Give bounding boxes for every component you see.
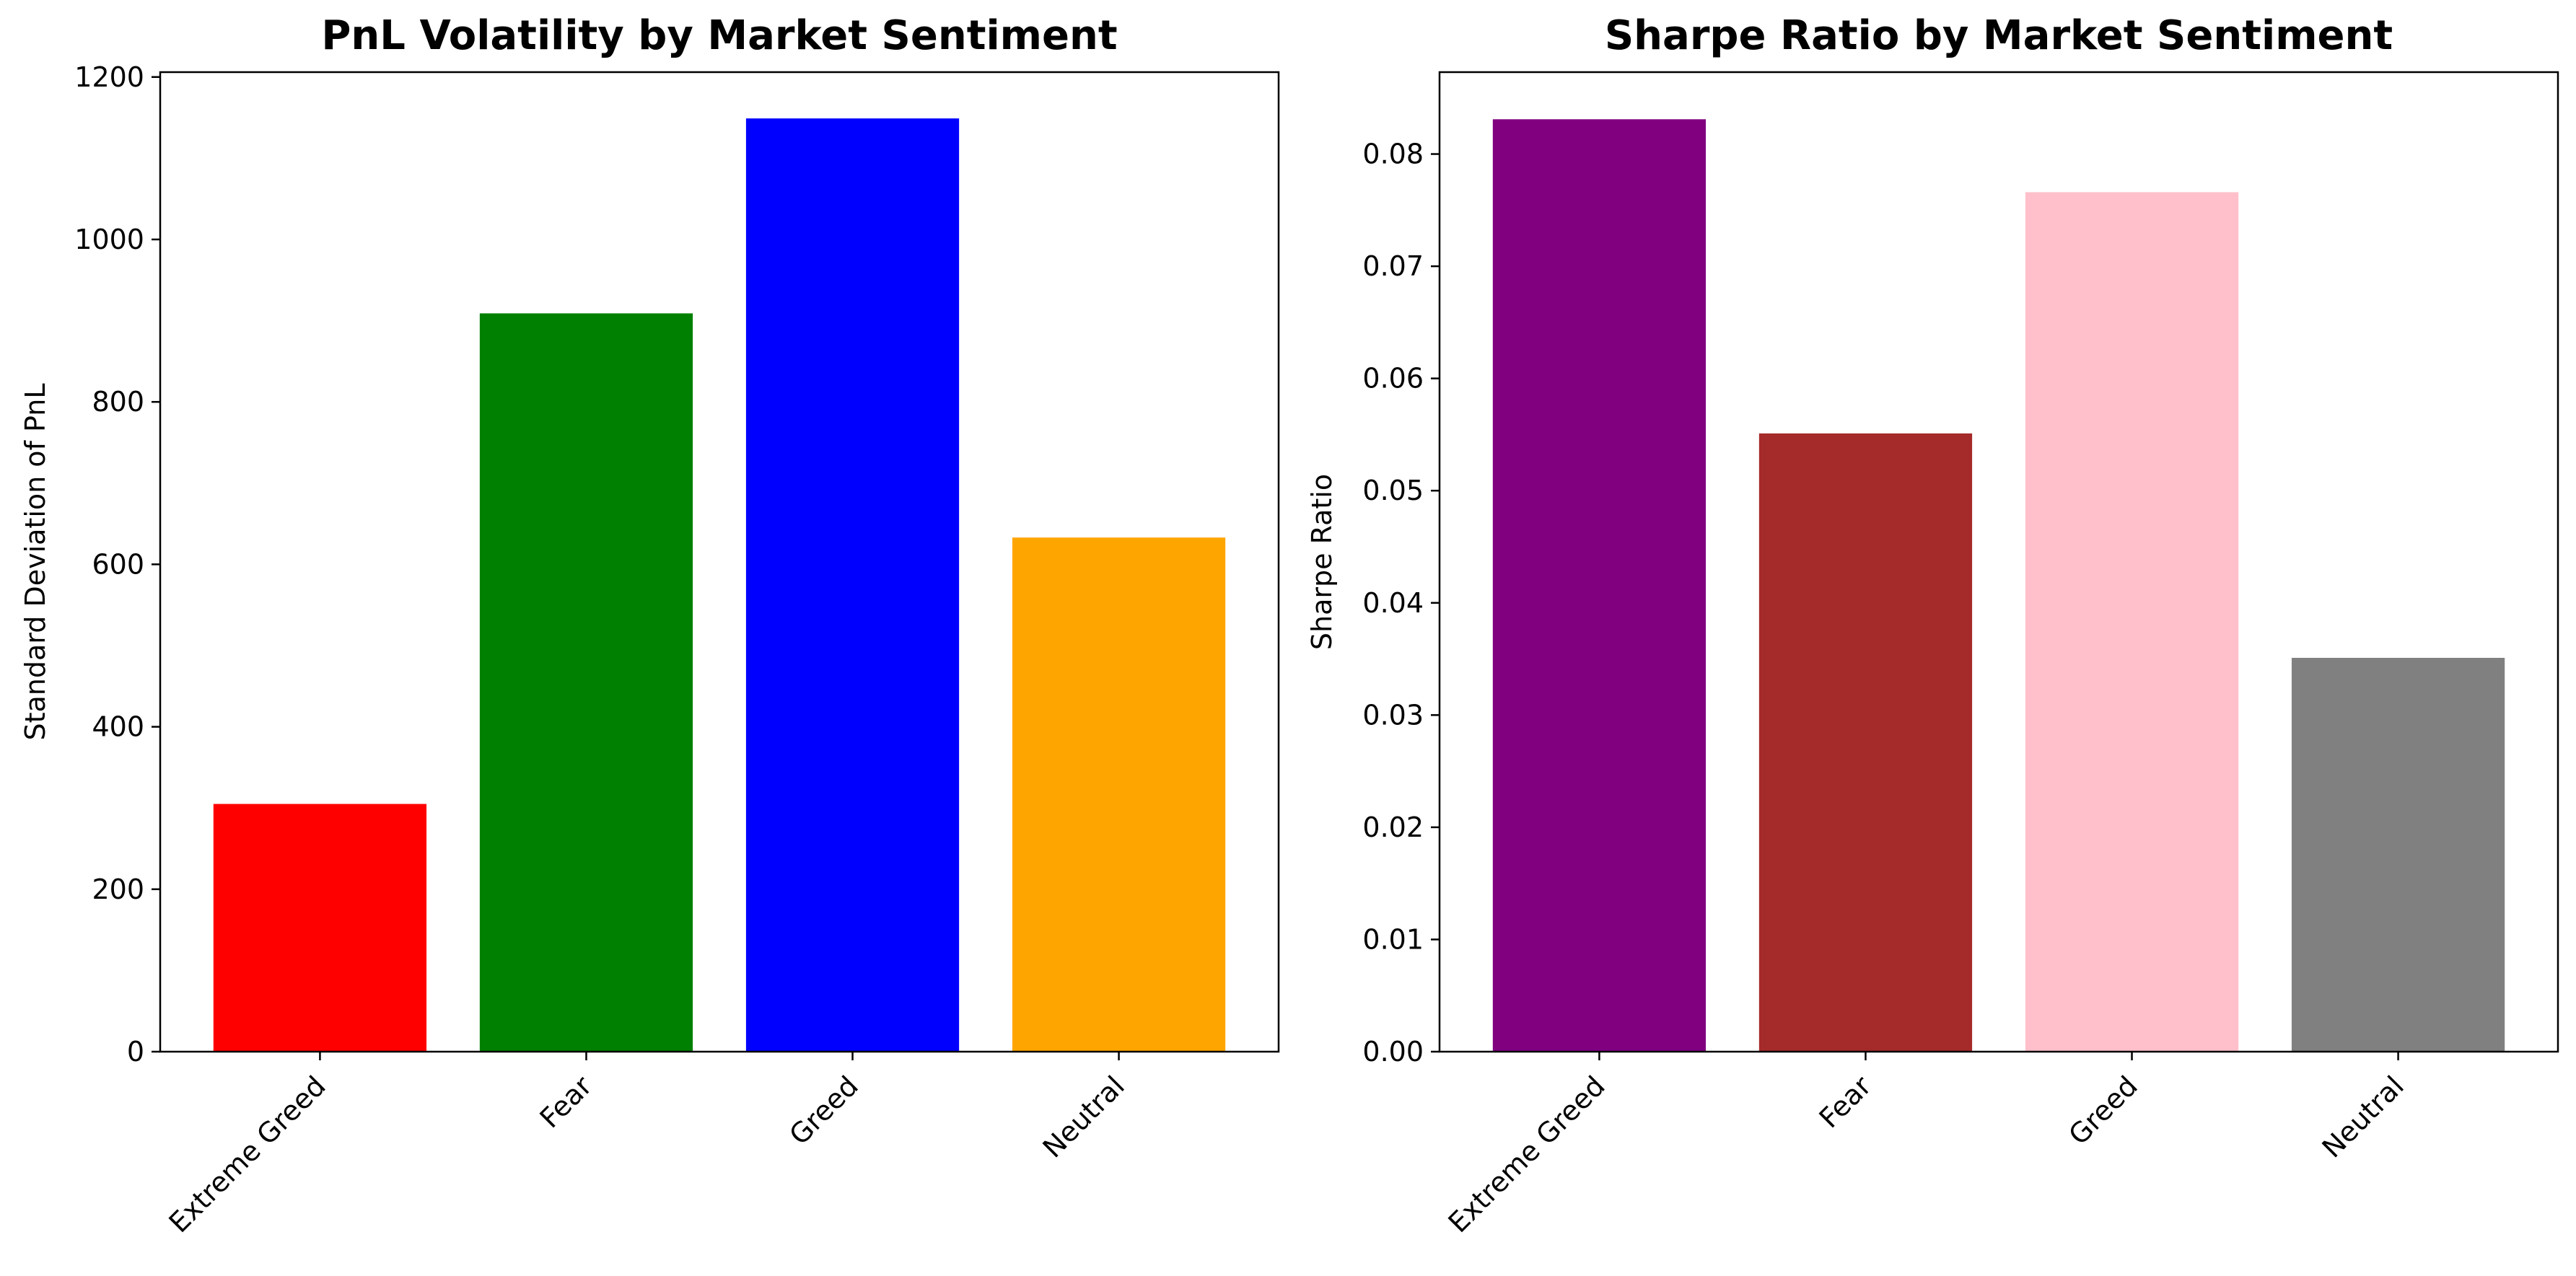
y-tick-label: 0	[127, 1036, 144, 1068]
y-axis-label: Standard Deviation of PnL	[19, 383, 51, 740]
bar-neutral	[1012, 537, 1226, 1052]
bar-extreme-greed	[1492, 119, 1707, 1052]
volatility-chart: PnL Volatility by Market Sentiment 0 200 40…	[19, 12, 1280, 1238]
y-tick-label: 0.08	[1362, 138, 1424, 170]
bar-fear	[479, 313, 693, 1052]
bar-extreme-greed	[213, 804, 427, 1052]
y-tick-label: 0.06	[1362, 363, 1424, 395]
sharpe-ratio-chart: Sharpe Ratio by Market Sentiment 0.00 0.01…	[1306, 12, 2559, 1238]
y-tick-label: 200	[92, 874, 144, 905]
bar-neutral	[2291, 658, 2505, 1052]
y-tick-label: 1000	[74, 224, 144, 255]
y-tick-label: 0.04	[1362, 587, 1424, 619]
y-tick-label: 400	[92, 711, 144, 743]
y-tick-label: 0.05	[1362, 475, 1424, 506]
y-tick-label: 0.00	[1362, 1036, 1424, 1068]
y-tick-label: 0.07	[1362, 250, 1424, 282]
y-tick-label: 0.02	[1362, 811, 1424, 843]
bar-greed	[745, 118, 960, 1052]
y-tick-label: 600	[92, 548, 144, 580]
plot-frame	[1438, 71, 2559, 1053]
chart-title: Sharpe Ratio by Market Sentiment	[1605, 12, 2393, 59]
bar-fear	[1758, 433, 1973, 1052]
plot-frame	[159, 71, 1280, 1053]
y-tick-label: 1200	[74, 61, 144, 93]
chart-title: PnL Volatility by Market Sentiment	[321, 12, 1117, 59]
y-tick-label: 0.03	[1362, 699, 1424, 731]
y-tick-label: 0.01	[1362, 923, 1424, 955]
y-axis-label: Sharpe Ratio	[1306, 474, 1338, 650]
bar-greed	[2025, 192, 2239, 1052]
y-tick-label: 800	[92, 386, 144, 418]
